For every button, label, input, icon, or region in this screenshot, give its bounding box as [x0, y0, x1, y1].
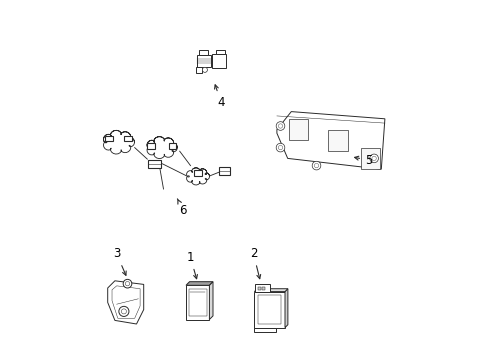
Text: 3: 3	[113, 247, 126, 275]
Bar	[258, 295, 281, 324]
Circle shape	[369, 154, 378, 163]
Bar	[254, 292, 285, 328]
Polygon shape	[209, 282, 213, 320]
Polygon shape	[276, 112, 384, 169]
Bar	[212, 54, 225, 68]
Circle shape	[278, 145, 282, 150]
Circle shape	[123, 279, 132, 288]
Bar	[197, 55, 211, 67]
Circle shape	[276, 122, 284, 130]
Bar	[254, 328, 275, 332]
Polygon shape	[254, 289, 287, 292]
Bar	[124, 136, 132, 141]
Circle shape	[278, 124, 282, 128]
Circle shape	[371, 156, 375, 161]
Text: 1: 1	[186, 251, 197, 279]
Polygon shape	[185, 282, 213, 285]
Circle shape	[311, 161, 320, 170]
Bar	[360, 148, 380, 169]
Bar	[104, 136, 112, 141]
Circle shape	[125, 282, 129, 286]
Text: 5: 5	[354, 154, 372, 167]
Circle shape	[202, 67, 207, 72]
Bar	[193, 170, 201, 176]
Circle shape	[119, 306, 129, 316]
Circle shape	[121, 309, 126, 314]
Bar	[255, 284, 269, 292]
Bar	[168, 143, 176, 149]
Polygon shape	[107, 281, 143, 324]
Text: 2: 2	[249, 247, 260, 279]
Bar	[185, 285, 209, 320]
Bar	[148, 160, 161, 168]
Polygon shape	[112, 286, 140, 318]
Bar	[262, 287, 264, 290]
Bar	[327, 130, 347, 151]
Circle shape	[276, 143, 284, 152]
Bar	[199, 50, 208, 55]
Bar	[258, 287, 260, 290]
Bar	[188, 289, 206, 316]
Text: 4: 4	[214, 85, 224, 109]
Circle shape	[314, 163, 318, 168]
Bar	[215, 50, 224, 54]
Bar	[196, 67, 202, 73]
Bar	[219, 167, 230, 175]
Bar	[146, 143, 155, 149]
Polygon shape	[285, 289, 287, 328]
Text: 6: 6	[177, 199, 187, 217]
Bar	[288, 119, 308, 140]
